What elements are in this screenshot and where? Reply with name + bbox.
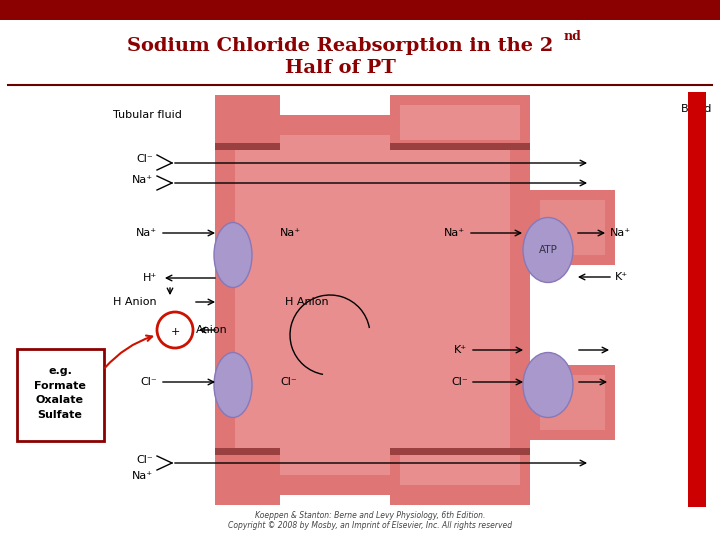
Bar bbox=[688, 92, 706, 507]
Bar bbox=[215, 450, 280, 505]
Text: H Anion: H Anion bbox=[285, 297, 328, 307]
Bar bbox=[530, 365, 615, 440]
Text: nd: nd bbox=[564, 30, 582, 43]
Bar bbox=[215, 448, 280, 455]
Ellipse shape bbox=[523, 218, 573, 282]
Text: Na⁺: Na⁺ bbox=[610, 228, 631, 238]
Bar bbox=[390, 143, 530, 150]
Bar bbox=[0, 0, 720, 20]
Bar bbox=[400, 105, 520, 140]
Text: +: + bbox=[171, 327, 180, 337]
Bar bbox=[540, 375, 605, 430]
Text: Cl⁻: Cl⁻ bbox=[136, 455, 153, 465]
Bar bbox=[530, 190, 615, 265]
Bar bbox=[390, 448, 530, 455]
Bar bbox=[400, 450, 520, 485]
Text: Na⁺: Na⁺ bbox=[444, 228, 465, 238]
Bar bbox=[215, 115, 530, 495]
Ellipse shape bbox=[523, 353, 573, 417]
Text: Cl⁻: Cl⁻ bbox=[140, 377, 157, 387]
Bar bbox=[390, 95, 530, 150]
Text: Na⁺: Na⁺ bbox=[280, 228, 301, 238]
Text: Cl⁻: Cl⁻ bbox=[451, 377, 468, 387]
Ellipse shape bbox=[214, 222, 252, 287]
Text: Cl⁻: Cl⁻ bbox=[136, 154, 153, 164]
Bar bbox=[540, 200, 605, 255]
Text: Cl⁻: Cl⁻ bbox=[280, 377, 297, 387]
Text: Tubular fluid: Tubular fluid bbox=[112, 110, 181, 120]
Text: ATP: ATP bbox=[539, 245, 557, 255]
Bar bbox=[390, 450, 530, 505]
Bar bbox=[215, 95, 280, 150]
Ellipse shape bbox=[214, 353, 252, 417]
Text: Blood: Blood bbox=[681, 104, 713, 114]
Text: K⁺: K⁺ bbox=[454, 345, 467, 355]
Circle shape bbox=[157, 312, 193, 348]
Bar bbox=[215, 143, 280, 150]
FancyBboxPatch shape bbox=[17, 349, 104, 441]
Text: Anion: Anion bbox=[196, 325, 228, 335]
Text: e.g.
Formate
Oxalate
Sulfate: e.g. Formate Oxalate Sulfate bbox=[34, 366, 86, 420]
Text: H⁺: H⁺ bbox=[143, 273, 157, 283]
Text: Sodium Chloride Reabsorption in the 2: Sodium Chloride Reabsorption in the 2 bbox=[127, 37, 553, 55]
Text: Koeppen & Stanton: Berne and Levy Physiology, 6th Edition.
Copyright © 2008 by M: Koeppen & Stanton: Berne and Levy Physio… bbox=[228, 511, 512, 530]
Text: Na⁺: Na⁺ bbox=[132, 175, 153, 185]
Text: Half of PT: Half of PT bbox=[284, 59, 395, 77]
Text: Na⁺: Na⁺ bbox=[136, 228, 157, 238]
Text: Na⁺: Na⁺ bbox=[132, 471, 153, 481]
Bar bbox=[235, 135, 510, 475]
Text: K⁺: K⁺ bbox=[615, 272, 628, 282]
Text: H Anion: H Anion bbox=[113, 297, 157, 307]
